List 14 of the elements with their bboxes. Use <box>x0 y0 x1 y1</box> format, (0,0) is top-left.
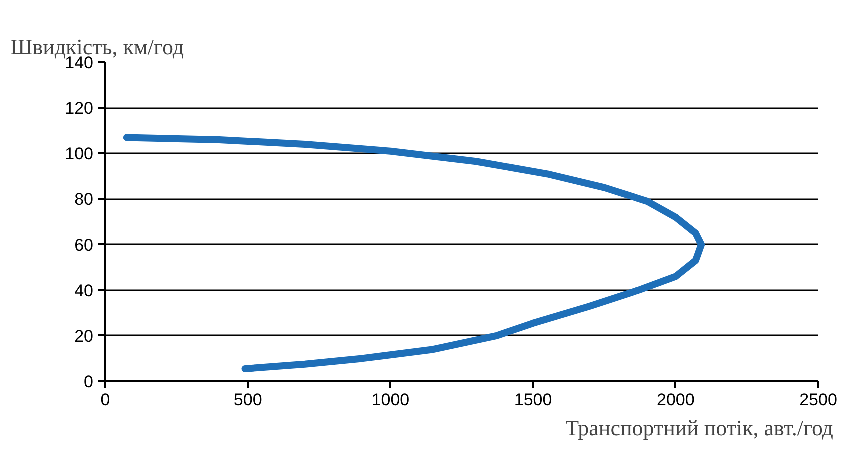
x-tick-label: 500 <box>234 390 262 410</box>
x-tick-label: 0 <box>100 390 110 410</box>
y-tick-label: 40 <box>74 281 94 300</box>
y-tick-label: 60 <box>74 236 94 255</box>
y-tick-label: 0 <box>84 372 94 392</box>
x-tick-label: 1000 <box>372 390 410 410</box>
y-tick-label: 80 <box>74 190 94 210</box>
y-tick-label: 120 <box>65 99 94 118</box>
x-tick-label: 2500 <box>800 390 838 410</box>
y-tick-label: 20 <box>74 326 94 346</box>
x-tick-label: 2000 <box>656 390 695 410</box>
y-tick-label: 100 <box>65 144 94 164</box>
x-tick-label: 1500 <box>514 390 552 410</box>
x-axis-title: Транспортний потік, авт./год <box>566 416 834 440</box>
